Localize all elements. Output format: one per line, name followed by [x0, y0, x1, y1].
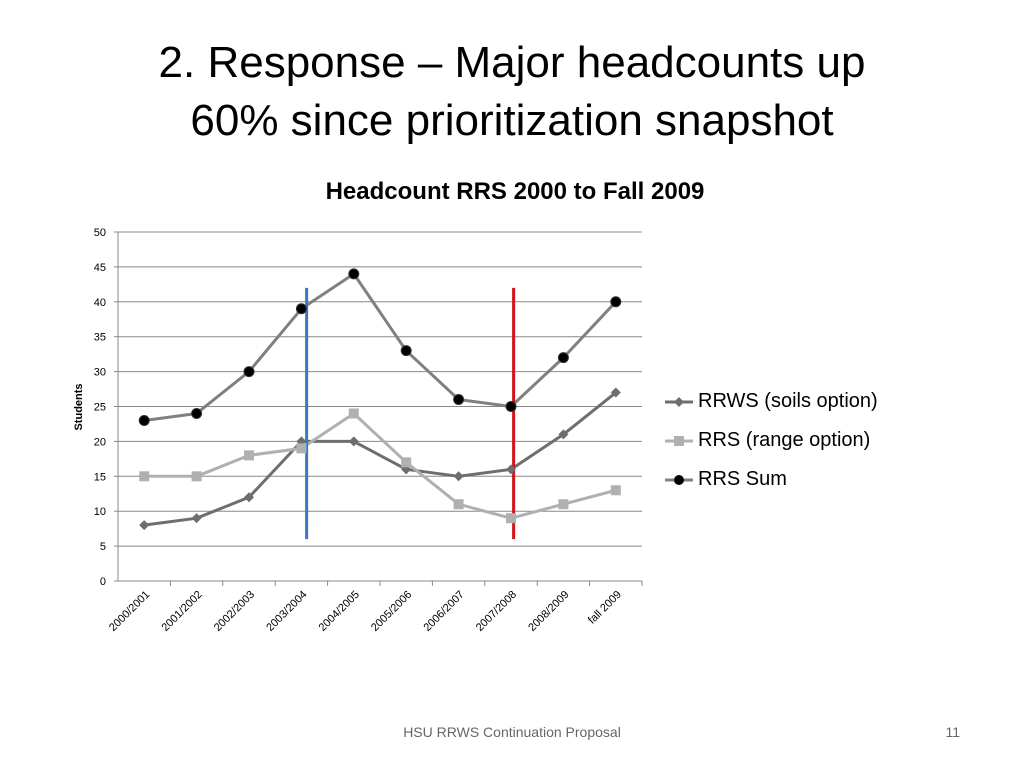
- y-tick-label: 10: [94, 506, 106, 518]
- y-tick-label: 5: [100, 541, 106, 553]
- x-tick-label: 2005/2006: [369, 589, 414, 634]
- series-3-point: [400, 345, 412, 357]
- series-1-point: [610, 387, 621, 398]
- x-tick-label: 2000/2001: [107, 589, 152, 634]
- series-3-point: [243, 366, 255, 378]
- legend-item: RRS Sum: [664, 460, 878, 499]
- y-tick-label: 30: [94, 367, 106, 379]
- series-1-point: [244, 492, 254, 503]
- series-2-point: [453, 499, 464, 510]
- x-tick-label: 2008/2009: [526, 589, 571, 634]
- slide-title: 2. Response – Major headcounts up 60% si…: [40, 34, 984, 150]
- legend-swatch: [665, 474, 693, 485]
- series-2-point: [558, 499, 569, 510]
- legend-item: RRS (range option): [664, 421, 878, 460]
- x-tick-label: 2007/2008: [474, 589, 519, 634]
- series-2-point: [348, 408, 359, 419]
- series-1-point: [453, 471, 464, 482]
- series-3-point: [295, 303, 307, 315]
- y-tick-label: 25: [94, 402, 106, 414]
- series-3-point: [138, 414, 150, 426]
- series-line-1: [144, 391, 617, 527]
- series-1-point: [348, 436, 359, 447]
- y-tick-label: 35: [94, 332, 106, 344]
- series-3-point: [505, 401, 517, 412]
- legend-label: RRS (range option): [698, 429, 871, 451]
- series-2-point: [139, 471, 150, 482]
- legend-swatch: [665, 396, 693, 407]
- y-tick-label: 40: [94, 297, 106, 309]
- chart-title: Headcount RRS 2000 to Fall 2009: [325, 178, 705, 205]
- slide-footer: HSU RRWS Continuation Proposal: [403, 724, 621, 740]
- chart-legend: RRWS (soils option) RRS (range option) RRS…: [664, 382, 878, 499]
- legend-swatch: [665, 435, 693, 446]
- slide-title-line-2: 60% since prioritization snapshot: [190, 96, 834, 145]
- series-3-point: [348, 268, 360, 280]
- x-tick-label: 2006/2007: [421, 589, 466, 634]
- series-3-point: [453, 394, 465, 406]
- x-tick-label: 2004/2005: [317, 589, 362, 634]
- series-1-point: [191, 513, 202, 524]
- y-tick-label: 20: [94, 436, 106, 448]
- series-2-point: [610, 485, 621, 496]
- x-tick-label: 2002/2003: [212, 589, 257, 634]
- x-tick-label: 2003/2004: [264, 589, 309, 634]
- y-axis-label: Students: [73, 383, 85, 430]
- x-tick-label: fall 2009: [586, 589, 624, 627]
- series-3-point: [557, 352, 569, 364]
- y-tick-label: 45: [94, 262, 106, 274]
- series-line-2: [144, 411, 617, 520]
- legend-item: RRWS (soils option): [664, 382, 878, 421]
- series-2-point: [296, 443, 307, 454]
- legend-label: RRS Sum: [698, 468, 787, 490]
- series-2-point: [506, 513, 516, 524]
- y-tick-label: 50: [94, 227, 106, 239]
- series-3-point: [610, 296, 622, 308]
- x-tick-label: 2001/2002: [159, 589, 204, 634]
- series-2-point: [191, 471, 202, 482]
- y-tick-label: 0: [100, 576, 106, 588]
- series-2-point: [244, 450, 254, 461]
- series-3-point: [191, 407, 203, 419]
- page-number: 11: [945, 724, 960, 740]
- series-1-point: [558, 429, 569, 440]
- series-line-3: [144, 272, 617, 422]
- slide-title-line-1: 2. Response – Major headcounts up: [158, 38, 866, 87]
- series-1-point: [139, 520, 150, 531]
- series-1-point: [506, 464, 516, 475]
- legend-label: RRWS (soils option): [698, 390, 878, 412]
- series-2-point: [401, 457, 412, 468]
- y-tick-label: 15: [94, 471, 106, 483]
